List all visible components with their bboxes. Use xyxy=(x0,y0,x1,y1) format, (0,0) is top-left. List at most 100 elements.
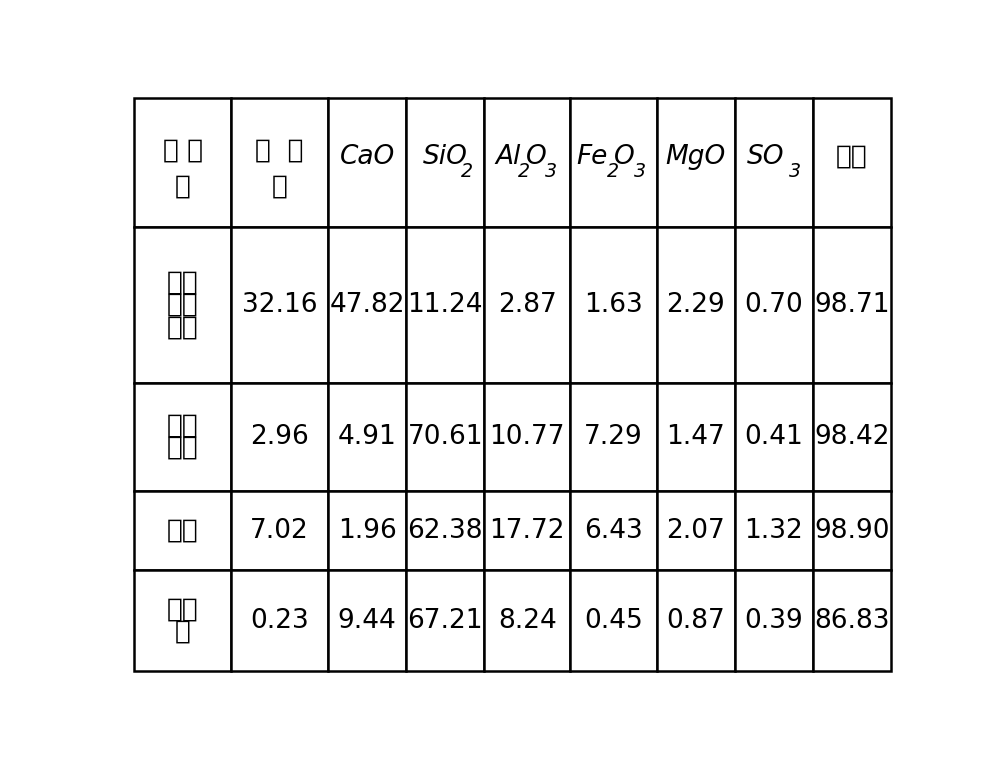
Text: 4.91: 4.91 xyxy=(338,424,397,450)
Text: 98.71: 98.71 xyxy=(814,292,889,318)
Text: 原 材: 原 材 xyxy=(163,138,203,164)
Text: Fe: Fe xyxy=(576,144,608,170)
Text: 32.16: 32.16 xyxy=(242,292,317,318)
Bar xyxy=(813,571,891,671)
Bar xyxy=(570,383,657,491)
Text: 98.90: 98.90 xyxy=(814,517,889,543)
Text: 渣: 渣 xyxy=(175,619,191,645)
Text: 67.21: 67.21 xyxy=(407,608,483,634)
Text: Al: Al xyxy=(496,144,521,170)
Text: 2.07: 2.07 xyxy=(666,517,725,543)
Text: 7.29: 7.29 xyxy=(584,424,643,450)
Bar xyxy=(134,383,231,491)
Bar xyxy=(570,98,657,227)
Bar xyxy=(328,571,406,671)
Text: 70.61: 70.61 xyxy=(407,424,483,450)
Bar xyxy=(735,227,813,383)
Text: 2: 2 xyxy=(461,162,473,181)
Bar xyxy=(231,571,328,671)
Bar xyxy=(406,571,484,671)
Text: 1.47: 1.47 xyxy=(666,424,725,450)
Text: 0.70: 0.70 xyxy=(744,292,803,318)
Bar xyxy=(406,227,484,383)
Text: 9.44: 9.44 xyxy=(338,608,397,634)
Text: 玻璃: 玻璃 xyxy=(167,597,199,623)
Bar xyxy=(484,491,570,571)
Bar xyxy=(484,227,570,383)
Text: 2.96: 2.96 xyxy=(250,424,309,450)
Bar xyxy=(231,98,328,227)
Bar xyxy=(657,491,735,571)
Bar xyxy=(134,227,231,383)
Bar xyxy=(134,98,231,227)
Bar xyxy=(813,383,891,491)
Bar xyxy=(406,383,484,491)
Text: MgO: MgO xyxy=(666,144,726,170)
Text: 污泥: 污泥 xyxy=(167,517,199,543)
Bar xyxy=(484,98,570,227)
Text: 1.32: 1.32 xyxy=(744,517,803,543)
Text: 0.23: 0.23 xyxy=(250,608,309,634)
Bar xyxy=(231,227,328,383)
Text: 2: 2 xyxy=(518,162,530,181)
Text: 2.29: 2.29 xyxy=(666,292,725,318)
Text: 量: 量 xyxy=(272,173,288,199)
Text: 料: 料 xyxy=(175,173,191,199)
Text: 0.39: 0.39 xyxy=(744,608,803,634)
Bar xyxy=(134,571,231,671)
Text: 2.87: 2.87 xyxy=(498,292,557,318)
Bar xyxy=(484,383,570,491)
Text: 11.24: 11.24 xyxy=(407,292,483,318)
Text: 47.82: 47.82 xyxy=(329,292,405,318)
Text: 3: 3 xyxy=(545,162,557,181)
Bar xyxy=(735,98,813,227)
Text: 混凝: 混凝 xyxy=(167,292,199,318)
Text: 10.77: 10.77 xyxy=(490,424,565,450)
Bar xyxy=(570,571,657,671)
Bar xyxy=(328,491,406,571)
Text: 3: 3 xyxy=(789,162,802,181)
Bar xyxy=(657,571,735,671)
Text: CaO: CaO xyxy=(340,144,395,170)
Text: 0.87: 0.87 xyxy=(666,608,725,634)
Text: 17.72: 17.72 xyxy=(490,517,565,543)
Text: 烧  失: 烧 失 xyxy=(255,138,304,164)
Bar xyxy=(328,383,406,491)
Text: 合计: 合计 xyxy=(836,144,868,170)
Text: 2: 2 xyxy=(607,162,619,181)
Bar xyxy=(735,571,813,671)
Bar xyxy=(813,227,891,383)
Bar xyxy=(657,383,735,491)
Text: 0.45: 0.45 xyxy=(584,608,643,634)
Bar xyxy=(328,227,406,383)
Text: SiO: SiO xyxy=(423,144,468,170)
Bar xyxy=(570,227,657,383)
Text: 8.24: 8.24 xyxy=(498,608,557,634)
Bar xyxy=(657,227,735,383)
Text: 再生: 再生 xyxy=(167,270,199,296)
Bar xyxy=(813,491,891,571)
Text: SO: SO xyxy=(747,144,785,170)
Text: 86.83: 86.83 xyxy=(814,608,889,634)
Bar xyxy=(231,383,328,491)
Bar xyxy=(406,491,484,571)
Bar xyxy=(735,383,813,491)
Text: 6.43: 6.43 xyxy=(584,517,643,543)
Text: 1.96: 1.96 xyxy=(338,517,397,543)
Text: 7.02: 7.02 xyxy=(250,517,309,543)
Bar xyxy=(328,98,406,227)
Text: 62.38: 62.38 xyxy=(407,517,483,543)
Text: 1.63: 1.63 xyxy=(584,292,643,318)
Bar xyxy=(813,98,891,227)
Text: O: O xyxy=(613,144,634,170)
Text: 土粉: 土粉 xyxy=(167,314,199,341)
Text: 砖粉: 砖粉 xyxy=(167,435,199,461)
Bar xyxy=(735,491,813,571)
Bar xyxy=(406,98,484,227)
Bar xyxy=(484,571,570,671)
Bar xyxy=(570,491,657,571)
Text: O: O xyxy=(526,144,546,170)
Text: 98.42: 98.42 xyxy=(814,424,889,450)
Text: 粘土: 粘土 xyxy=(167,413,199,439)
Bar xyxy=(657,98,735,227)
